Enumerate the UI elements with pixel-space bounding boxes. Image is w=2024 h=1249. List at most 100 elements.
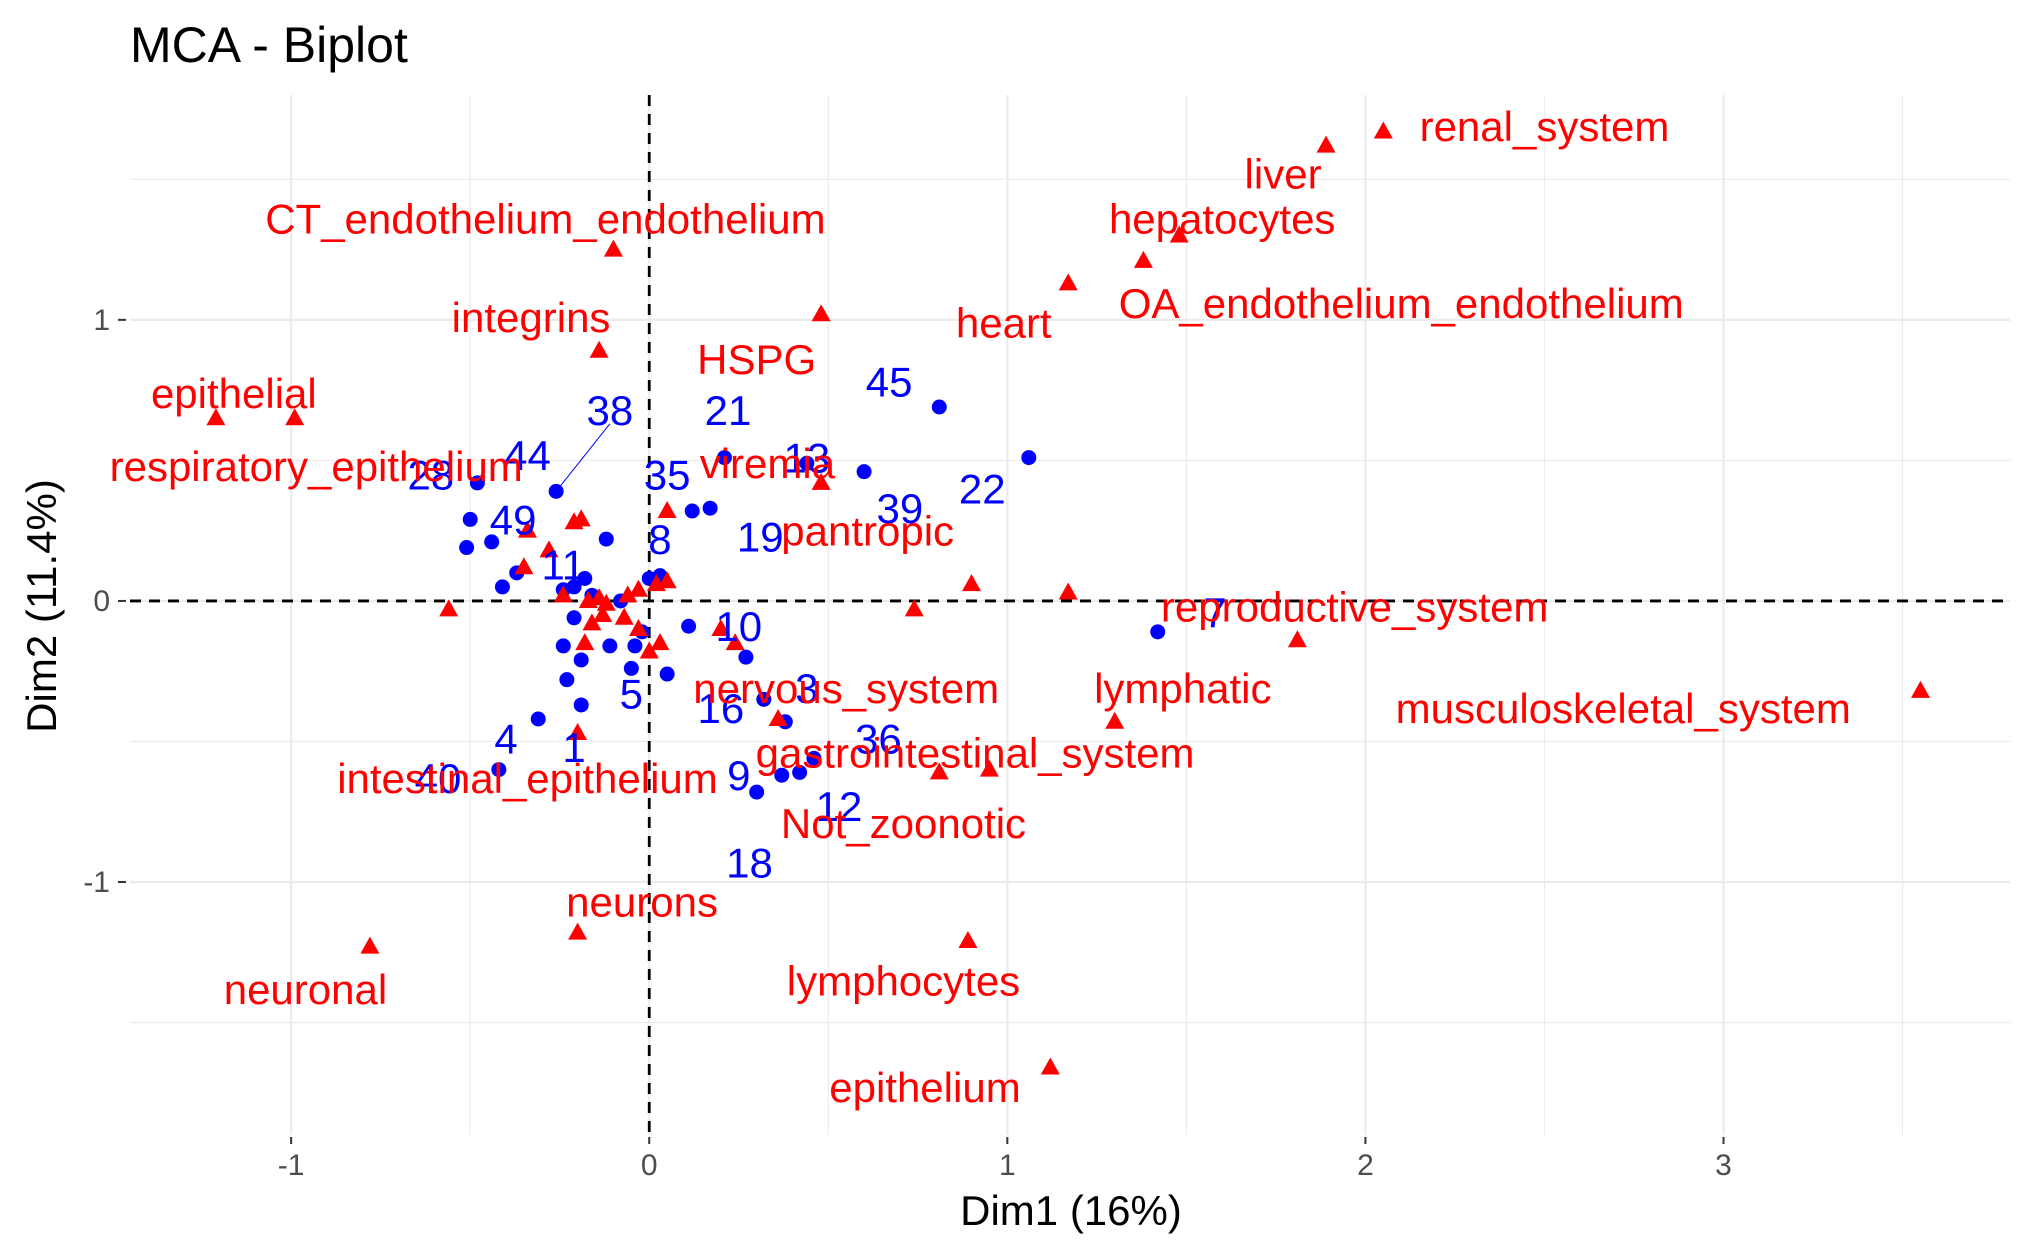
category-point bbox=[904, 599, 924, 617]
individual-point bbox=[931, 399, 947, 415]
category-label: HSPG bbox=[697, 336, 816, 383]
category-label: intestinal_epithelium bbox=[337, 755, 718, 802]
individual-point bbox=[577, 570, 593, 586]
category-point bbox=[1133, 250, 1153, 268]
category-point bbox=[568, 922, 588, 940]
category-point bbox=[360, 936, 380, 954]
axis-ticks: -1 0 1 2 3-101 bbox=[83, 304, 1732, 1182]
y-tick-label: -1 bbox=[83, 866, 110, 899]
individual-label: 44 bbox=[504, 432, 551, 479]
category-label: epithelial bbox=[151, 370, 317, 417]
category-label: pantropic bbox=[781, 508, 954, 555]
individual-label: 4 bbox=[494, 716, 517, 763]
category-point bbox=[206, 408, 226, 426]
individual-point bbox=[469, 475, 485, 491]
category-point bbox=[962, 574, 982, 592]
category-label: lymphatic bbox=[1094, 665, 1271, 712]
individual-label: 22 bbox=[959, 466, 1006, 513]
category-point bbox=[514, 557, 534, 575]
individual-point bbox=[484, 534, 500, 550]
individual-label: 11 bbox=[541, 541, 585, 588]
category-point bbox=[711, 619, 731, 637]
individual-point bbox=[627, 638, 643, 654]
x-tick-label: 1 bbox=[999, 1149, 1016, 1182]
individual-point bbox=[602, 638, 618, 654]
x-tick-label: 3 bbox=[1715, 1149, 1732, 1182]
category-point bbox=[1058, 273, 1078, 291]
individual-label: 18 bbox=[726, 839, 773, 886]
category-point bbox=[1316, 135, 1336, 153]
category-point bbox=[811, 304, 831, 322]
individual-point bbox=[573, 697, 589, 713]
individual-label: 10 bbox=[715, 603, 762, 650]
category-label: neuronal bbox=[224, 966, 387, 1013]
category-label: musculoskeletal_system bbox=[1396, 685, 1851, 732]
individual-label: 28 bbox=[407, 451, 454, 498]
individual-point bbox=[1021, 450, 1037, 466]
leader-line bbox=[555, 423, 611, 492]
category-point bbox=[439, 599, 459, 617]
individual-label: 45 bbox=[866, 359, 913, 406]
individual-point bbox=[491, 762, 507, 778]
category-point bbox=[582, 613, 602, 631]
data-markers bbox=[206, 121, 1930, 1075]
reference-lines bbox=[130, 95, 2010, 1135]
individual-label: 7 bbox=[1203, 589, 1226, 636]
individual-point bbox=[799, 455, 815, 471]
category-label: OA_endothelium_endothelium bbox=[1119, 280, 1684, 327]
category-point bbox=[593, 605, 613, 622]
category-point bbox=[1910, 680, 1930, 698]
category-point bbox=[958, 931, 978, 949]
category-label: renal_system bbox=[1420, 103, 1670, 150]
category-point bbox=[603, 239, 623, 257]
category-label: lymphocytes bbox=[787, 957, 1020, 1004]
individual-point bbox=[856, 464, 872, 480]
individual-point bbox=[1150, 624, 1166, 640]
individual-label: 13 bbox=[783, 435, 830, 482]
individual-label: 39 bbox=[877, 485, 924, 532]
category-point bbox=[657, 571, 677, 589]
category-point bbox=[568, 723, 588, 741]
category-point bbox=[811, 472, 831, 490]
category-point bbox=[578, 590, 598, 608]
category-label: hepatocytes bbox=[1109, 196, 1336, 243]
chart-title: MCA - Biplot bbox=[130, 17, 408, 73]
category-label: respiratory_epithelium bbox=[110, 443, 523, 490]
category-point bbox=[517, 520, 537, 538]
category-point bbox=[596, 593, 616, 611]
individual-label: 21 bbox=[705, 387, 752, 434]
category-label: neurons bbox=[566, 879, 718, 926]
individual-label: 40 bbox=[415, 755, 462, 802]
individual-point bbox=[462, 511, 478, 527]
individual-label: 19 bbox=[737, 513, 784, 560]
category-label: heart bbox=[956, 300, 1052, 347]
y-tick-label: 1 bbox=[93, 304, 110, 337]
individual-point bbox=[459, 540, 475, 556]
individual-point bbox=[716, 450, 732, 466]
grid-lines bbox=[130, 95, 2010, 1135]
individual-point bbox=[806, 750, 822, 766]
individual-label: 1 bbox=[562, 724, 585, 771]
leader-lines bbox=[555, 423, 611, 492]
category-point bbox=[725, 633, 745, 651]
individual-label: 36 bbox=[855, 716, 902, 763]
individual-point bbox=[681, 618, 697, 634]
individual-label: 49 bbox=[490, 496, 537, 543]
individual-point bbox=[756, 691, 772, 707]
individual-point bbox=[548, 483, 564, 499]
category-label: Not_zoonotic bbox=[781, 800, 1026, 847]
individual-point bbox=[738, 649, 754, 665]
individual-point bbox=[684, 503, 700, 519]
category-point bbox=[639, 641, 659, 659]
category-label: CT_endothelium_endothelium bbox=[265, 196, 825, 243]
category-point bbox=[553, 585, 573, 603]
individual-point bbox=[566, 610, 582, 626]
individual-label: 16 bbox=[697, 685, 744, 732]
category-point bbox=[1040, 1057, 1060, 1075]
x-tick-label: -1 bbox=[278, 1149, 305, 1182]
individual-label: 12 bbox=[816, 783, 863, 830]
category-label: liver bbox=[1245, 151, 1322, 198]
category-label: reproductive_system bbox=[1161, 584, 1549, 631]
category-point bbox=[285, 408, 305, 426]
